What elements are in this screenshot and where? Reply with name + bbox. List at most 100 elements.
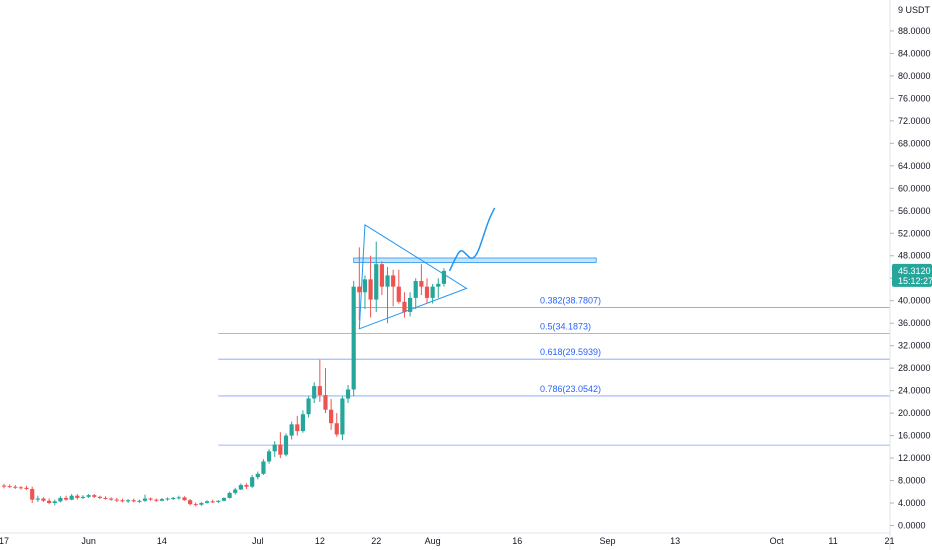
candle-body <box>357 286 362 293</box>
candle-body <box>75 495 80 498</box>
candle-body <box>289 424 294 436</box>
candle-body <box>419 281 424 287</box>
price-tick-label: 28.0000 <box>898 363 931 373</box>
time-tick-label: 21 <box>884 536 894 546</box>
fib-level-label: 0.618(29.5939) <box>540 347 601 357</box>
candles-layer <box>1 241 447 507</box>
candle-body <box>244 485 249 487</box>
projection-path[interactable] <box>448 207 496 272</box>
price-tick-label: 24.0000 <box>898 386 931 396</box>
candle-body <box>204 501 210 504</box>
price-unit-label: 9 USDT <box>898 5 931 15</box>
price-tick-label: 12.0000 <box>898 453 931 463</box>
candle-body <box>58 497 63 502</box>
time-tick-label: 16 <box>512 536 522 546</box>
price-tick-label: 60.0000 <box>898 183 931 193</box>
candle-body <box>13 486 18 488</box>
candle-body <box>329 409 334 424</box>
current-price-label: 45.3120 <box>898 266 931 276</box>
time-tick-label: 22 <box>371 536 381 546</box>
symmetrical-triangle[interactable] <box>358 223 468 330</box>
candle-body <box>306 398 311 415</box>
candle-body <box>52 501 57 504</box>
price-axis[interactable]: 0.0000 4.0000 8.0000 12.0000 16.0000 20.0000 2… <box>890 26 931 531</box>
candle-body <box>402 301 407 312</box>
time-tick-label: 12 <box>315 536 325 546</box>
candle-body <box>255 473 260 478</box>
price-tick-label: 52.0000 <box>898 228 931 238</box>
drawings-layer[interactable]: 0.382(38.7807) 0.5(34.1873) 0.618(29.5939)… <box>218 207 890 446</box>
candle-body <box>238 485 243 490</box>
resistance-zone[interactable] <box>353 257 597 263</box>
price-tick-label: 4.0000 <box>898 498 926 508</box>
candle-body <box>193 504 198 506</box>
candle-body <box>1 485 7 487</box>
candle-body <box>266 451 272 462</box>
candle-body <box>63 497 69 500</box>
price-tag-box <box>892 263 932 287</box>
candle-body <box>137 500 142 502</box>
candle-body <box>103 497 108 499</box>
candle-body <box>278 444 283 455</box>
time-tick-label: Jul <box>252 536 264 546</box>
fib-level-label: 0.786(23.0542) <box>540 384 601 394</box>
candle-body <box>120 500 125 502</box>
candle-body <box>283 435 289 455</box>
candle-body <box>391 275 396 287</box>
time-tick-label: 13 <box>670 536 680 546</box>
candle-body <box>441 270 447 284</box>
candle-body <box>7 486 12 488</box>
candle-body <box>413 281 418 298</box>
price-tick-label: 48.0000 <box>898 251 931 261</box>
candle-body <box>109 498 114 500</box>
candle-body <box>216 500 221 502</box>
candle-body <box>131 500 136 502</box>
price-tick-label: 56.0000 <box>898 206 931 216</box>
candle-body <box>69 495 74 500</box>
candle-body <box>182 497 187 501</box>
candle-body <box>227 492 232 498</box>
candle-body <box>114 499 119 501</box>
candle-body <box>35 498 40 500</box>
candle-body <box>407 297 413 312</box>
candle-body <box>92 495 97 497</box>
candle-body <box>24 487 29 489</box>
candle-body <box>295 424 300 432</box>
candle-body <box>18 487 24 489</box>
candle-body <box>142 498 148 501</box>
price-tick-label: 8.0000 <box>898 476 926 486</box>
candle-body <box>334 423 339 435</box>
countdown-label: 15:12:27 <box>898 276 932 286</box>
price-tick-label: 80.0000 <box>898 71 931 81</box>
price-tick-label: 64.0000 <box>898 161 931 171</box>
fib-level-label: 0.5(34.1873) <box>540 321 591 331</box>
candle-body <box>317 386 322 396</box>
candle-body <box>199 503 204 505</box>
time-tick-label: 14 <box>157 536 167 546</box>
candle-body <box>125 500 131 502</box>
price-tick-label: 68.0000 <box>898 138 931 148</box>
candle-body <box>86 495 91 497</box>
time-tick-label: 11 <box>828 536 837 546</box>
candle-body <box>80 496 86 498</box>
candle-body <box>368 279 373 300</box>
price-tick-label: 32.0000 <box>898 341 931 351</box>
time-tick-label: 17 <box>0 536 9 546</box>
price-tick-label: 20.0000 <box>898 408 931 418</box>
time-tick-label: Sep <box>599 536 615 546</box>
candle-body <box>210 501 215 503</box>
candle-body <box>374 264 379 300</box>
price-tick-label: 72.0000 <box>898 116 931 126</box>
price-tick-label: 0.0000 <box>898 521 926 531</box>
time-axis[interactable]: 17Jun14Jul1222Aug16Sep13Oct1121Nov <box>0 536 932 546</box>
candle-body <box>300 414 306 432</box>
candle-body <box>41 498 46 501</box>
candle-body <box>97 496 102 498</box>
candle-body <box>272 444 277 452</box>
price-tick-label: 36.0000 <box>898 318 931 328</box>
candle-body <box>148 498 153 500</box>
candle-body <box>396 286 401 302</box>
